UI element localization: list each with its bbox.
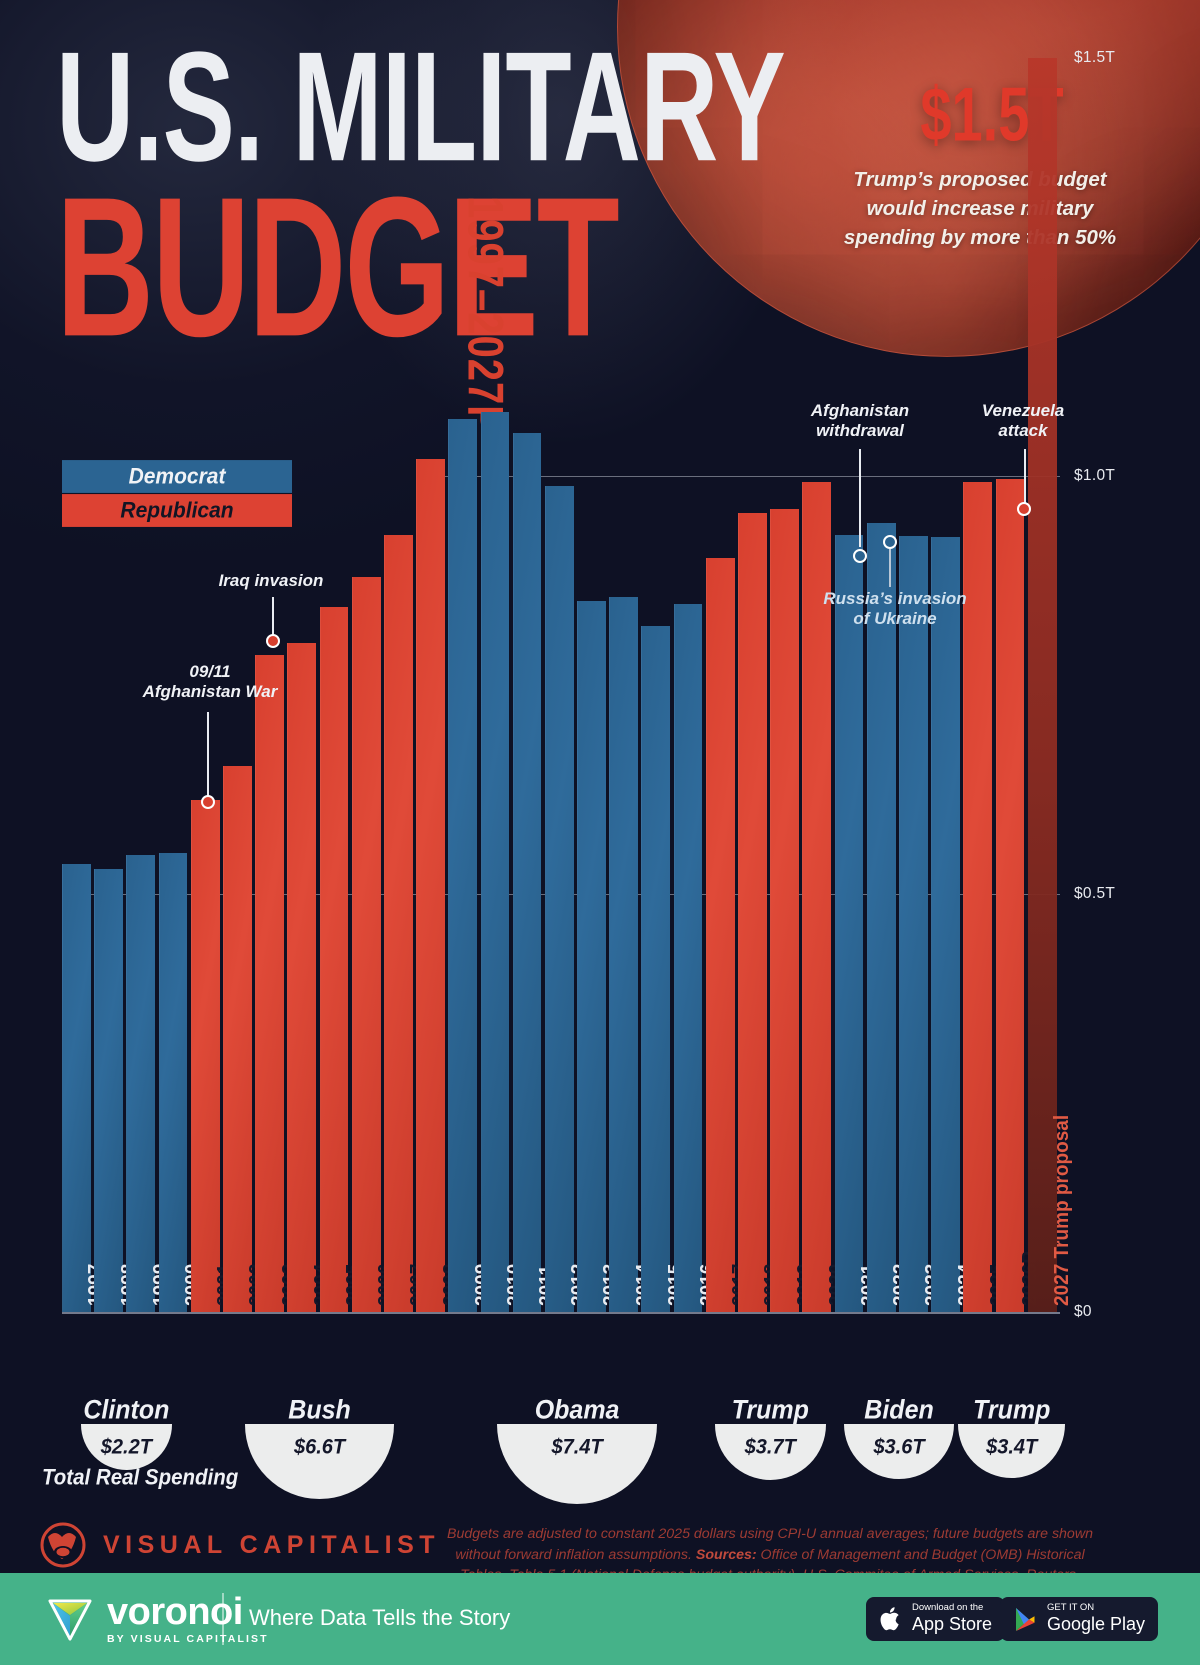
footer-tagline: Where Data Tells the Story <box>249 1605 511 1630</box>
total-real-spending-label: Total Real Spending <box>42 1465 239 1490</box>
bar-2002[interactable] <box>222 766 252 1312</box>
annotation-afghanistan-withdrawal: Afghanistan withdrawal <box>810 401 910 441</box>
bar-2025[interactable] <box>963 481 993 1312</box>
bar-2005[interactable] <box>319 607 349 1312</box>
bar-2009[interactable] <box>448 419 478 1312</box>
president-total-value: $7.4T <box>551 1435 603 1459</box>
annotation-dot-venezuela-attack <box>1017 502 1031 516</box>
bar-2026P[interactable] <box>995 478 1025 1312</box>
voronoi-wordmark-block: voronoi BY VISUAL CAPITALIST <box>107 1593 269 1645</box>
president-total-value: $3.4T <box>986 1435 1038 1459</box>
gridline-1-0t <box>419 476 1060 477</box>
bar-1998[interactable] <box>94 868 123 1312</box>
annotation-leader-afghanistan-withdrawal <box>859 449 861 547</box>
bar-2004[interactable] <box>287 643 317 1312</box>
y-axis-label-3: $1.5T <box>1074 49 1116 66</box>
president-total-value: $3.6T <box>873 1435 925 1459</box>
apple-icon <box>880 1607 899 1631</box>
president-total-value: $6.6T <box>293 1435 346 1459</box>
annotation-dot-russia-invasion-ukraine <box>883 535 897 549</box>
app-store-label-big: App Store <box>912 1614 993 1635</box>
bar-2024[interactable] <box>931 537 960 1312</box>
voronoi-logo[interactable]: voronoi BY VISUAL CAPITALIST <box>44 1593 269 1645</box>
source-prefix: Budgets are adjusted to constant 2025 do… <box>447 1526 1093 1563</box>
bar-2022[interactable] <box>866 522 896 1312</box>
president-total-value: $3.7T <box>744 1435 796 1459</box>
annotation-leader-russia-invasion-ukraine <box>889 549 891 587</box>
voronoi-subtitle: BY VISUAL CAPITALIST <box>107 1633 269 1646</box>
visual-capitalist-wordmark: VISUAL CAPITALIST <box>103 1530 441 1559</box>
president-name-obama-2: Obama <box>534 1394 620 1426</box>
bar-2010[interactable] <box>480 411 510 1312</box>
president-name-bush-1: Bush <box>288 1394 351 1426</box>
page-title: U.S. MILITARY BUDGET <box>56 19 815 366</box>
source-label: Sources: <box>695 1546 757 1563</box>
bar-2011[interactable] <box>512 432 542 1312</box>
visual-capitalist-logo[interactable]: VISUAL CAPITALIST <box>40 1522 440 1568</box>
total-real-spending-arrow <box>118 1452 136 1461</box>
annotation-venezuela-attack: Venezuela attack <box>981 401 1065 441</box>
y-axis-label-2: $1.0T <box>1074 467 1116 484</box>
voronoi-wordmark: voronoi <box>107 1591 243 1634</box>
bar-2017[interactable] <box>705 557 735 1312</box>
app-store-label-small: Download on the <box>912 1602 984 1614</box>
bar-2008[interactable] <box>416 459 445 1312</box>
google-play-icon <box>1016 1607 1035 1631</box>
bar-2018[interactable] <box>738 512 767 1312</box>
annotation-leader-iraq-invasion <box>272 597 274 641</box>
y-axis-label-0: $0 <box>1074 1303 1092 1320</box>
title-line-2: BUDGET <box>56 154 620 378</box>
annotation-afghanistan-war: 09/11 Afghanistan War <box>142 662 278 702</box>
bar-2012[interactable] <box>544 486 574 1312</box>
bar-2014[interactable] <box>609 597 639 1312</box>
x-axis-baseline <box>62 1312 1060 1314</box>
y-axis-label-1: $0.5T <box>1074 885 1116 902</box>
president-name-clinton-0: Clinton <box>83 1394 170 1426</box>
bar-2013[interactable] <box>577 601 606 1312</box>
bar-2027[interactable] <box>1027 58 1057 1312</box>
president-total-value: $2.2T <box>100 1435 152 1459</box>
footer-bar: voronoi BY VISUAL CAPITALIST Where Data … <box>0 1573 1200 1665</box>
title-line-1: U.S. MILITARY <box>56 19 786 194</box>
president-name-biden-4: Biden <box>864 1394 934 1426</box>
annotation-leader-afghanistan-war <box>207 712 209 800</box>
president-name-trump-5: Trump <box>973 1394 1051 1426</box>
app-store-button[interactable]: Download on the App Store <box>866 1597 1006 1641</box>
annotation-russia-invasion-ukraine: Russia’s invasion of Ukraine <box>823 589 967 629</box>
annotation-iraq-invasion: Iraq invasion <box>218 571 324 590</box>
year-label-2027: 2027 Trump proposal <box>1051 1114 1074 1306</box>
bar-2003[interactable] <box>255 654 284 1312</box>
chart-legend: Democrat Republican <box>62 460 292 527</box>
bar-1997[interactable] <box>62 863 91 1312</box>
google-play-button[interactable]: GET IT ON Google Play <box>1000 1597 1159 1641</box>
annotation-leader-venezuela-attack <box>1024 449 1026 505</box>
bar-2021[interactable] <box>834 534 864 1312</box>
president-name-trump-3: Trump <box>731 1394 809 1426</box>
annotation-dot-iraq-invasion <box>266 634 280 648</box>
voronoi-mark-icon <box>44 1593 96 1645</box>
bar-2001[interactable] <box>190 800 220 1312</box>
google-play-label-small: GET IT ON <box>1047 1602 1095 1614</box>
bar-2019[interactable] <box>770 508 800 1312</box>
legend-item-republican[interactable]: Republican <box>62 494 292 527</box>
bar-2023[interactable] <box>899 536 928 1312</box>
bar-2007[interactable] <box>383 535 413 1312</box>
google-play-label-big: Google Play <box>1047 1614 1146 1635</box>
bar-2000[interactable] <box>158 853 188 1312</box>
annotation-dot-afghanistan-war <box>201 795 215 809</box>
bar-1999[interactable] <box>126 854 156 1312</box>
annotation-dot-afghanistan-withdrawal <box>853 549 867 563</box>
red-planet-graphic <box>617 0 1200 357</box>
bar-2016[interactable] <box>673 603 703 1312</box>
bar-2006[interactable] <box>351 577 381 1312</box>
bar-2020[interactable] <box>802 481 832 1312</box>
footer-divider <box>222 1593 224 1645</box>
bar-2015[interactable] <box>641 626 671 1312</box>
visual-capitalist-mark-icon <box>40 1522 86 1568</box>
legend-item-democrat[interactable]: Democrat <box>62 460 292 493</box>
